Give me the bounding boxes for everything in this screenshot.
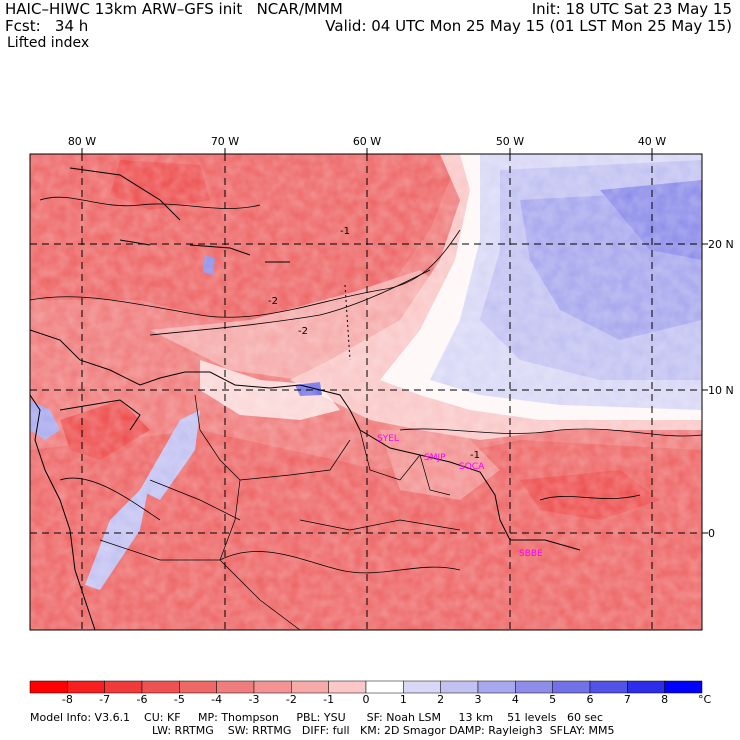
coastline-south-america	[30, 329, 581, 551]
border	[299, 519, 461, 531]
map-fields: -2 -1 -2 -1 SYEL SMJP SOCA SBBE	[30, 154, 702, 630]
model-title: HAIC–HIWC 13km ARW–GFS init NCAR/MMM	[5, 0, 343, 18]
colorbar-swatch	[67, 680, 105, 694]
ticks	[81, 148, 708, 534]
contour-label: -2	[268, 296, 278, 307]
colorbar-unit: °C	[698, 693, 712, 706]
colorbar-swatch	[664, 680, 703, 694]
colorbar-swatch	[328, 680, 367, 694]
colorbar-swatch	[216, 680, 255, 694]
contour-line	[539, 494, 641, 501]
lon-label: 60 W	[353, 135, 381, 148]
colorbar-label: -2	[285, 693, 297, 706]
colorbar-label: 7	[623, 693, 631, 706]
station-label: SBBE	[519, 549, 543, 559]
colorbar-swatch	[552, 680, 591, 694]
coastlines	[30, 167, 581, 630]
contour-label: -1	[340, 226, 350, 237]
colorbar-swatch	[365, 680, 404, 694]
lat-label: 0	[708, 527, 715, 540]
contour-line	[399, 428, 702, 437]
lon-label: 70 W	[211, 135, 239, 148]
colorbar-swatch	[515, 680, 553, 694]
colorbar-swatch	[440, 680, 479, 694]
footer-physics: LW: RRTMG SW: RRTMG DIFF: full KM: 2D Sm…	[152, 724, 615, 737]
lat-label: 20 N	[708, 238, 734, 251]
border	[419, 454, 451, 496]
graticule	[30, 154, 702, 630]
colorbar-label: 4	[511, 693, 519, 706]
border	[99, 539, 301, 630]
colorbar-label: 8	[661, 693, 669, 706]
colorbar-label: 5	[549, 693, 557, 706]
border	[359, 429, 421, 481]
station-label: SYEL	[377, 434, 399, 444]
colorbar-label: -3	[248, 693, 260, 706]
init-time: Init: 18 UTC Sat 23 May 15	[531, 0, 732, 18]
valid-time: Valid: 04 UTC Mon 25 May 15 (01 LST Mon …	[325, 17, 732, 35]
lat-label: 10 N	[708, 384, 734, 397]
colorbar-label: 0	[362, 693, 370, 706]
lon-label: 40 W	[638, 135, 666, 148]
colorbar-swatch	[627, 680, 665, 694]
colorbar-swatch	[477, 680, 516, 694]
lon-label: 50 W	[496, 135, 524, 148]
colorbar-label: -4	[211, 693, 223, 706]
colorbar-swatch	[141, 680, 180, 694]
country-borders	[99, 394, 461, 630]
colorbar-label: -5	[173, 693, 185, 706]
contour-line	[149, 269, 431, 336]
colorbar-swatch	[253, 680, 292, 694]
coastline-panama	[59, 399, 141, 431]
contour-line	[59, 477, 161, 521]
map-border	[29, 153, 703, 631]
colorbar-swatch	[104, 680, 143, 694]
border	[239, 439, 351, 481]
coastline-cuba	[69, 167, 181, 221]
colorbar-label: 1	[399, 693, 407, 706]
border	[194, 394, 241, 561]
contour-lines	[30, 196, 702, 574]
colorbar-swatch	[403, 680, 441, 694]
colorbar-label: -6	[136, 693, 148, 706]
field-texture	[30, 154, 702, 630]
colorbar-label: 6	[586, 693, 594, 706]
contour-line	[219, 551, 461, 574]
colorbar-swatch	[589, 680, 628, 694]
colorbar-label: 2	[437, 693, 445, 706]
forecast-hour: Fcst: 34 h	[5, 17, 89, 35]
colorbar-swatch	[29, 680, 68, 694]
lon-label: 80 W	[68, 135, 96, 148]
contour-label: -1	[470, 450, 480, 461]
colorbar-label: -8	[61, 693, 73, 706]
field-name: Lifted index	[7, 35, 90, 51]
colorbar-swatch	[179, 680, 217, 694]
colorbar-swatch	[291, 680, 329, 694]
station-label: SOCA	[459, 462, 485, 472]
border	[149, 479, 241, 521]
coastline-antilles	[344, 284, 351, 361]
station-label: SMJP	[424, 453, 446, 463]
colorbar-label: -7	[99, 693, 111, 706]
contour-label: -2	[298, 326, 308, 337]
colorbar	[29, 680, 703, 694]
colorbar-label: -1	[323, 693, 335, 706]
coastline-hispaniola	[189, 244, 251, 256]
colorbar-label: 3	[474, 693, 482, 706]
footer-model-info: Model Info: V3.6.1 CU: KF MP: Thompson P…	[30, 711, 603, 724]
